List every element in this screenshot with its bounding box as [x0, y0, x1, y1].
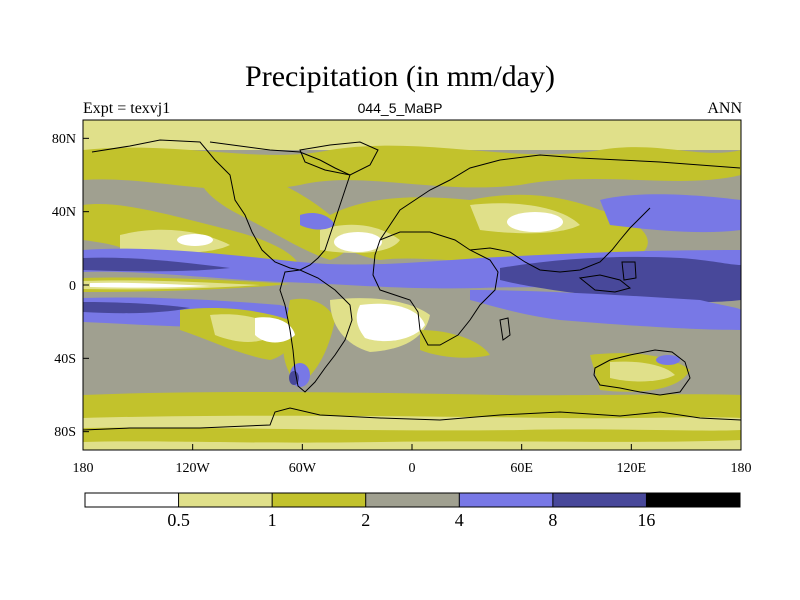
colorbar-bin-2 — [272, 493, 366, 507]
colorbar-label-4: 8 — [548, 510, 557, 530]
coast-eurasia — [379, 154, 741, 273]
colorbar: 0.5 1 2 4 8 16 — [84, 492, 741, 530]
cold-tongue-white — [90, 282, 210, 288]
colorbar-bin-4 — [459, 493, 553, 507]
itcz-pacific-heavy — [83, 257, 230, 272]
x-tick-label-2: 60W — [289, 461, 317, 476]
e-australia-wet — [656, 355, 680, 365]
x-tick-label-4: 60E — [510, 461, 533, 476]
y-tick-label-3: 40S — [54, 352, 76, 367]
colorbar-frame — [84, 492, 741, 508]
colorbar-label-5: 16 — [637, 510, 655, 530]
y-tick-label-4: 80S — [54, 425, 76, 440]
y-tick-label-0: 80N — [52, 132, 76, 147]
pacific-white — [177, 234, 213, 246]
y-tick-label-1: 40N — [52, 205, 76, 220]
colorbar-bin-6 — [646, 493, 740, 507]
coastlines — [82, 139, 742, 431]
n-atlantic-wet — [300, 213, 335, 230]
x-tick-label-6: 180 — [731, 461, 752, 476]
colorbar-bin-0 — [85, 493, 179, 507]
s-africa-dry — [420, 330, 490, 358]
indian-ocean-wet — [470, 290, 741, 330]
southern-storm-track — [83, 391, 741, 423]
y-tick-label-2: 0 — [69, 279, 76, 294]
precip-field — [83, 120, 741, 450]
period-label: 044_5_MaBP — [357, 100, 443, 116]
season-label: ANN — [707, 100, 742, 117]
experiment-label: Expt = texvj1 — [83, 100, 171, 117]
colorbar-label-2: 2 — [361, 510, 370, 530]
x-tick-label-5: 120E — [617, 461, 647, 476]
antarctic-mid — [83, 427, 741, 443]
x-tick-label-0: 180 — [73, 461, 94, 476]
colorbar-label-1: 1 — [268, 510, 277, 530]
coast-africa — [372, 231, 499, 346]
itcz-south-heavy — [83, 302, 190, 314]
x-axis: 180 120W 60W 0 60E 120E 180 — [73, 444, 752, 476]
coast-madagascar — [499, 317, 511, 341]
coast-maritime — [578, 261, 637, 293]
colorbar-bin-5 — [552, 493, 647, 507]
asia-white — [507, 212, 563, 232]
coast-antarctica — [82, 407, 742, 431]
colorbar-label-3: 4 — [455, 510, 464, 530]
x-tick-label-1: 120W — [176, 461, 211, 476]
x-tick-label-3: 0 — [409, 461, 416, 476]
coast-north-america — [91, 139, 351, 271]
coast-australia — [593, 349, 691, 396]
y-axis: 80N 40N 0 40S 80S — [52, 132, 89, 440]
sahara-white — [334, 232, 382, 252]
colorbar-label-0: 0.5 — [167, 510, 190, 530]
coast-greenland — [299, 141, 379, 176]
colorbar-bin-1 — [178, 493, 273, 507]
warm-pool-heavy — [500, 256, 741, 303]
colorbar-bin-3 — [365, 493, 460, 507]
n-america-dry — [197, 160, 349, 260]
s-america-dry — [283, 298, 335, 385]
australia-light — [610, 361, 675, 382]
arctic-band-light — [83, 120, 741, 150]
sw-pacific-white — [255, 317, 295, 343]
coast-south-america — [279, 269, 353, 393]
plot-title: Precipitation (in mm/day) — [245, 60, 555, 93]
s-america-heavy — [289, 371, 299, 385]
s-atlantic-white — [356, 303, 425, 342]
